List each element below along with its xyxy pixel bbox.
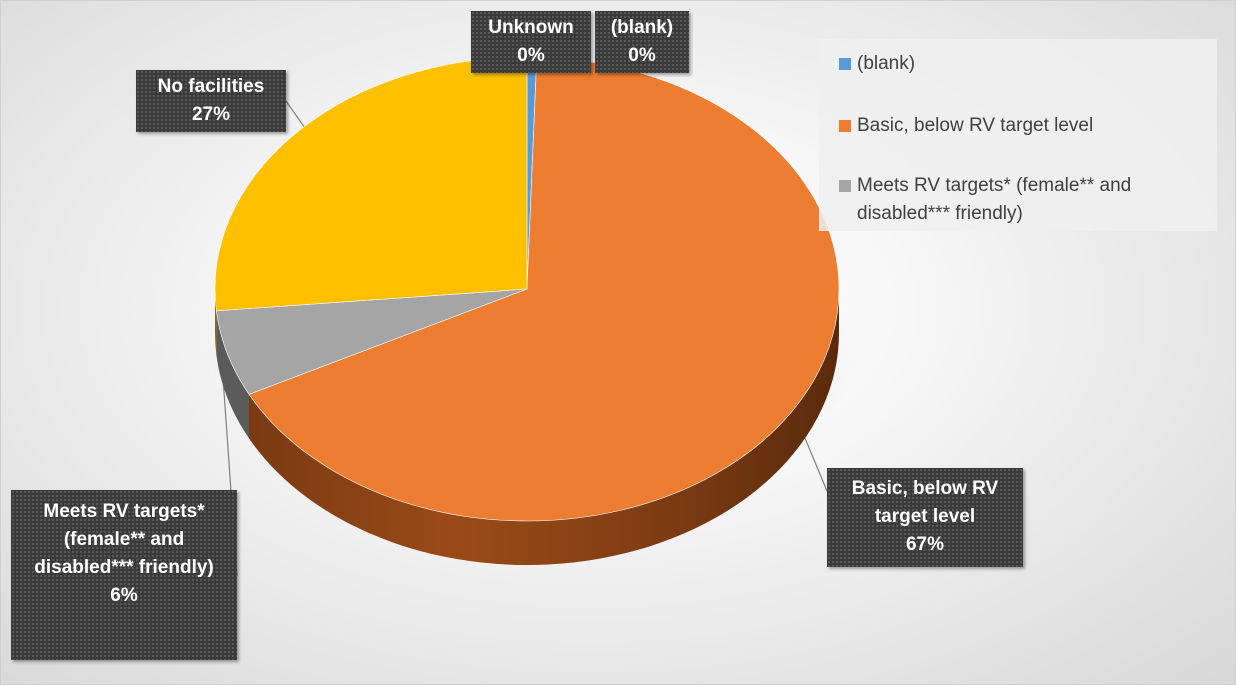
data-label-blank-value: 0% xyxy=(628,45,656,66)
pie-side-basic-below-rv-target-level xyxy=(249,289,839,566)
data-label-basic-name: Basic, below RV target level xyxy=(851,478,999,527)
data-label-meets-targets-value: 6% xyxy=(110,585,138,606)
pie-slice-basic-below-rv-target-level xyxy=(248,56,840,522)
data-label-meets-targets: Meets RV targets* (female** and disabled… xyxy=(11,490,237,660)
data-label-blank: (blank) 0% xyxy=(595,11,689,73)
legend-label-meets-targets: Meets RV targets* (female** and disabled… xyxy=(857,175,1132,224)
pie-slice-no-facilities xyxy=(214,56,528,312)
data-label-blank-name: (blank) xyxy=(610,17,674,38)
data-label-unknown: Unknown 0% xyxy=(471,11,591,73)
legend-label-basic: Basic, below RV target level xyxy=(857,115,1094,136)
legend-label-blank: (blank) xyxy=(857,53,916,74)
data-label-unknown-name: Unknown xyxy=(488,17,574,38)
legend-swatch-basic xyxy=(839,120,851,132)
legend: (blank) Basic, below RV target level Mee… xyxy=(819,39,1217,231)
pie-side-meets-rv-targets-female-and-disabled-friendly xyxy=(216,310,250,439)
legend-swatch-blank xyxy=(839,58,851,70)
data-label-basic: Basic, below RV target level 67% xyxy=(827,468,1023,567)
data-label-unknown-value: 0% xyxy=(517,45,545,66)
legend-item-blank: (blank) xyxy=(839,50,1199,78)
pie-side-no-facilities xyxy=(215,289,217,355)
legend-swatch-meets-targets xyxy=(839,180,851,192)
pie-slices xyxy=(209,56,861,566)
legend-item-meets-targets: Meets RV targets* (female** and disabled… xyxy=(839,172,1207,228)
data-label-basic-value: 67% xyxy=(905,534,945,555)
legend-item-basic: Basic, below RV target level xyxy=(839,112,1199,140)
data-label-meets-targets-name: Meets RV targets* (female** and disabled… xyxy=(34,501,214,578)
data-label-no-facilities-value: 27% xyxy=(191,104,231,125)
data-label-no-facilities-name: No facilities xyxy=(157,76,265,97)
data-label-no-facilities: No facilities 27% xyxy=(136,70,286,132)
